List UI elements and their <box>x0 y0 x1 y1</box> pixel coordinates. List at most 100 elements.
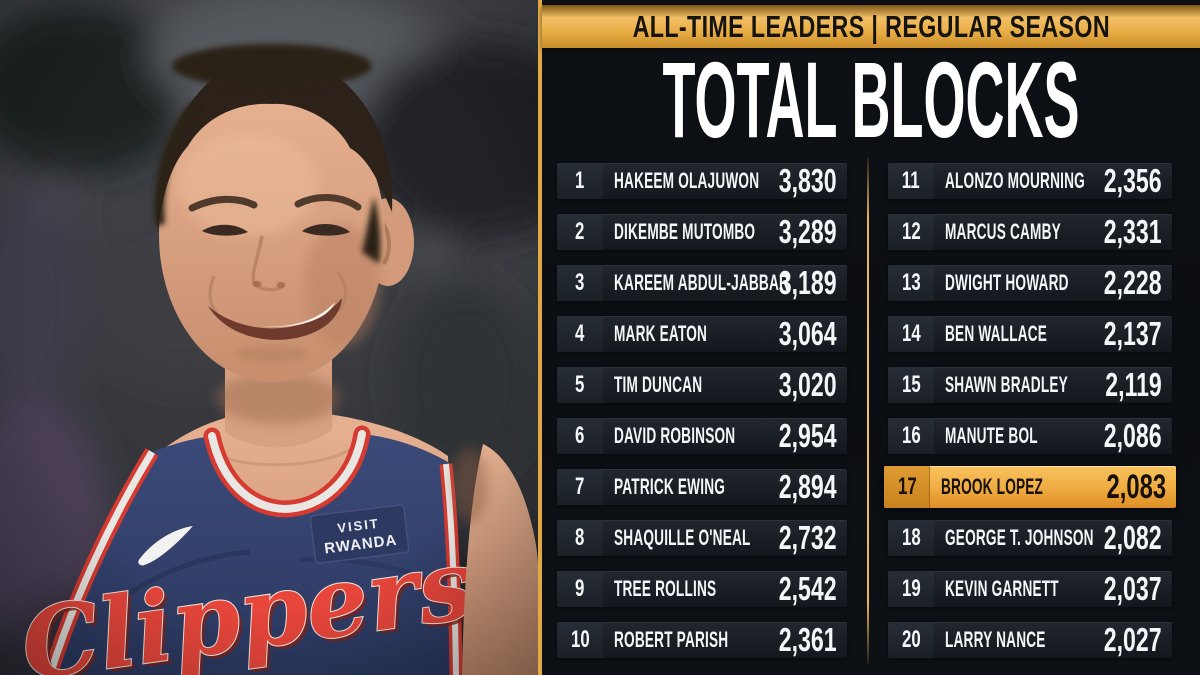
leaderboard-row: 10 ROBERT PARISH 2,361 <box>557 621 847 658</box>
leaderboard-row: 14 BEN WALLACE 2,137 <box>888 315 1172 353</box>
block-total: 2,356 <box>1104 162 1162 199</box>
block-total-cell: 2,732 <box>754 519 847 557</box>
player-name-cell: MANUTE BOL <box>934 423 1079 449</box>
player-name-cell: MARK EATON <box>603 321 754 347</box>
block-total: 3,064 <box>779 315 837 352</box>
leaderboard-row: 6 DAVID ROBINSON 2,954 <box>557 417 847 455</box>
player-name-cell: HAKEEM OLAJUWON <box>603 168 759 194</box>
leaderboard-row: 3 KAREEM ABDUL-JABBAR 3,189 <box>557 264 847 301</box>
player-name-cell: SHAQUILLE O'NEAL <box>603 525 754 551</box>
block-total: 2,331 <box>1104 213 1162 250</box>
rank-cell: 17 <box>884 466 930 508</box>
leaderboard-row: 19 KEVIN GARNETT 2,037 <box>888 570 1172 607</box>
banner: ALL-TIME LEADERS | REGULAR SEASON <box>542 5 1200 48</box>
rank-number: 4 <box>575 320 585 347</box>
player-name: SHAQUILLE O'NEAL <box>614 525 751 550</box>
block-total-cell: 2,894 <box>754 468 847 506</box>
block-total-cell: 3,830 <box>754 162 847 200</box>
banner-text: ALL-TIME LEADERS | REGULAR SEASON <box>632 8 1110 44</box>
block-total: 2,027 <box>1104 621 1162 658</box>
rank-cell: 6 <box>557 418 603 454</box>
block-total: 2,037 <box>1104 570 1162 607</box>
leaderboard-row: 1 HAKEEM OLAJUWON 3,830 <box>557 162 847 200</box>
leaderboard-row: 8 SHAQUILLE O'NEAL 2,732 <box>557 519 847 557</box>
rank-cell: 8 <box>557 520 603 556</box>
rank-cell: 14 <box>888 316 934 352</box>
player-name: KAREEM ABDUL-JABBAR <box>614 270 790 295</box>
rank-number: 16 <box>901 422 921 449</box>
player-name: DWIGHT HOWARD <box>945 270 1069 295</box>
leaderboard-row: 2 DIKEMBE MUTOMBO 3,289 <box>557 213 847 250</box>
block-total: 2,228 <box>1104 264 1162 301</box>
block-total: 2,083 <box>1106 467 1166 506</box>
block-total: 2,119 <box>1105 366 1162 403</box>
rank-cell: 15 <box>888 367 934 403</box>
block-total: 2,137 <box>1104 315 1162 352</box>
leaderboard-panel: ALL-TIME LEADERS | REGULAR SEASON TOTAL … <box>538 0 1200 675</box>
leaderboard-row: 9 TREE ROLLINS 2,542 <box>557 570 847 608</box>
player-name: GEORGE T. JOHNSON <box>945 525 1094 550</box>
leaderboard-row: 5 TIM DUNCAN 3,020 <box>557 366 847 404</box>
block-total-cell: 2,954 <box>754 417 847 455</box>
rank-number: 5 <box>575 371 585 398</box>
rank-number: 20 <box>901 626 921 653</box>
rank-cell: 19 <box>888 571 934 607</box>
rank-number: 17 <box>897 473 917 500</box>
rank-number: 13 <box>901 269 921 296</box>
block-total: 2,732 <box>779 519 837 556</box>
player-name-cell: ROBERT PARISH <box>603 627 754 653</box>
player-name: TIM DUNCAN <box>614 372 703 397</box>
block-total: 2,542 <box>779 570 837 607</box>
player-name-cell: BROOK LOPEZ <box>930 474 1081 500</box>
player-photo: VISIT RWANDA Clippers Clippers <box>0 0 538 675</box>
block-total-cell: 2,027 <box>1079 621 1172 659</box>
block-total-cell: 3,020 <box>754 366 847 404</box>
leaderboard-row: 16 MANUTE BOL 2,086 <box>888 417 1172 454</box>
leaderboard-row: 20 LARRY NANCE 2,027 <box>888 621 1172 659</box>
leaderboard-row: 7 PATRICK EWING 2,894 <box>557 468 847 506</box>
player-name-cell: DIKEMBE MUTOMBO <box>603 219 755 245</box>
block-total-cell: 2,137 <box>1079 315 1172 353</box>
block-total: 2,086 <box>1104 417 1162 454</box>
rank-cell: 2 <box>557 214 603 250</box>
player-name: MARK EATON <box>614 321 708 346</box>
leaderboard-row: 15 SHAWN BRADLEY 2,119 <box>888 366 1172 404</box>
player-name-cell: DWIGHT HOWARD <box>934 270 1079 296</box>
rank-number: 19 <box>901 575 921 602</box>
rank-number: 11 <box>902 167 920 194</box>
rank-cell: 11 <box>888 163 934 199</box>
block-total: 3,020 <box>779 366 837 403</box>
leaderboard-row: 18 GEORGE T. JOHNSON 2,082 <box>888 519 1172 557</box>
player-name: ALONZO MOURNING <box>945 168 1085 193</box>
block-total-cell: 2,119 <box>1081 366 1172 404</box>
player-name: DAVID ROBINSON <box>614 423 736 448</box>
leaderboard-column: 1 HAKEEM OLAJUWON 3,830 2 DIKEMBE MUTOMB… <box>557 162 847 658</box>
stat-title: TOTAL BLOCKS <box>542 44 1200 156</box>
block-total-cell: 3,064 <box>754 315 847 353</box>
player-name-cell: MARCUS CAMBY <box>934 219 1079 245</box>
rank-number: 9 <box>575 575 585 602</box>
player-name-cell: ALONZO MOURNING <box>934 168 1085 194</box>
rank-cell: 10 <box>557 622 603 658</box>
player-name-cell: PATRICK EWING <box>603 474 754 500</box>
player-name: TREE ROLLINS <box>614 576 717 601</box>
block-total: 2,894 <box>779 468 837 505</box>
rank-number: 3 <box>575 269 585 296</box>
photo-vignette <box>0 0 538 675</box>
block-total: 2,954 <box>779 417 837 454</box>
player-name: MANUTE BOL <box>945 423 1038 448</box>
block-total: 3,289 <box>779 213 837 250</box>
block-total-cell: 2,082 <box>1079 519 1172 557</box>
rank-number: 1 <box>575 167 585 194</box>
leaderboard-row: 13 DWIGHT HOWARD 2,228 <box>888 264 1172 301</box>
player-name: BEN WALLACE <box>945 321 1048 346</box>
leaderboard-row: 11 ALONZO MOURNING 2,356 <box>888 162 1172 199</box>
player-name-cell: GEORGE T. JOHNSON <box>934 525 1093 551</box>
block-total-cell: 2,542 <box>754 570 847 608</box>
leaderboard-column: 11 ALONZO MOURNING 2,356 12 MARCUS CAMBY… <box>884 162 1176 659</box>
rank-cell: 9 <box>557 571 603 607</box>
player-name-cell: DAVID ROBINSON <box>603 423 754 449</box>
player-name: LARRY NANCE <box>945 627 1046 652</box>
rank-cell: 20 <box>888 622 934 658</box>
